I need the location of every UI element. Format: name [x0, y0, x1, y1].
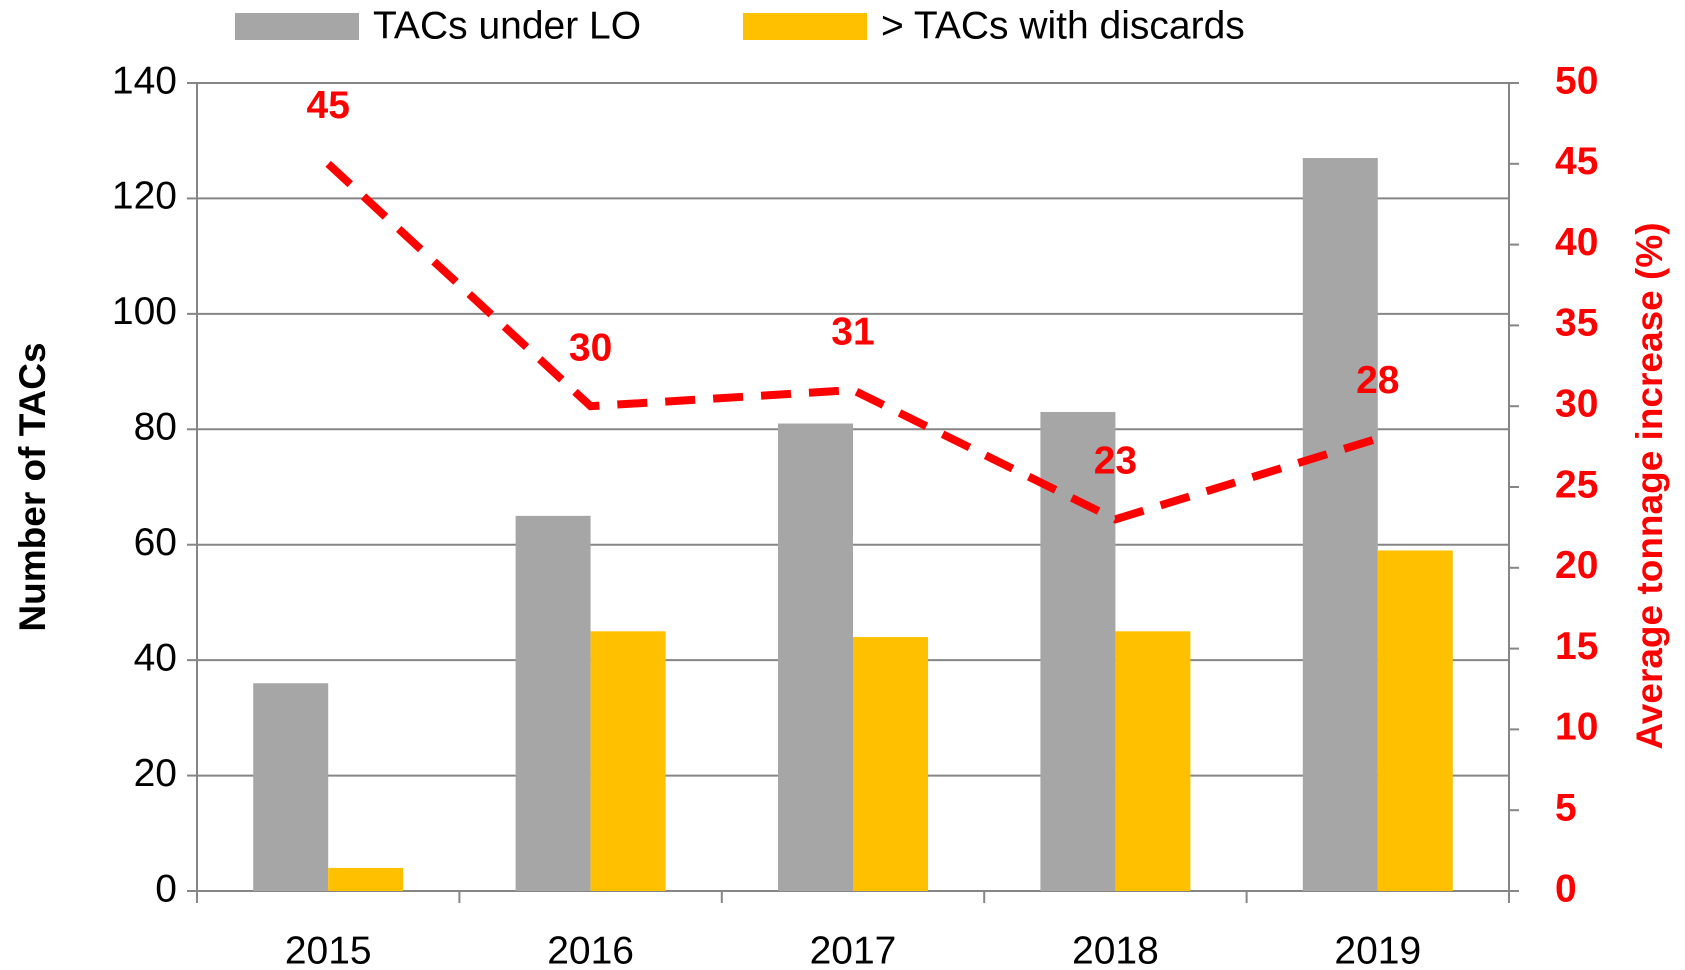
y2-tick-label: 40: [1555, 221, 1598, 264]
y2-tick-label: 35: [1555, 302, 1598, 345]
x-tick-label: 2019: [1334, 929, 1421, 970]
data-label: 28: [1356, 359, 1399, 402]
y-tick-label: 100: [112, 290, 177, 333]
y-tick-label: 60: [134, 521, 177, 564]
data-label: 31: [831, 310, 874, 353]
y-tick-label: 120: [112, 175, 177, 218]
y2-tick-label: 50: [1555, 59, 1598, 102]
y-tick-label: 140: [112, 59, 177, 102]
y2-tick-label: 10: [1555, 706, 1598, 749]
y2-tick-label: 45: [1555, 140, 1598, 183]
bar: [515, 515, 591, 891]
bar: [1377, 550, 1453, 891]
y2-tick-label: 25: [1555, 463, 1598, 506]
y2-tick-label: 20: [1555, 544, 1598, 587]
legend-label: TACs under LO: [373, 4, 641, 47]
y2-axis-title: Average tonnage increase (%): [1629, 222, 1670, 749]
bar: [1115, 631, 1191, 891]
bar: [853, 637, 928, 891]
y2-tick-label: 5: [1555, 786, 1577, 829]
x-tick-label: 2018: [1072, 929, 1159, 970]
bar: [778, 423, 853, 891]
x-tick-label: 2016: [547, 929, 634, 970]
legend-label: > TACs with discards: [881, 4, 1245, 47]
legend-swatch: [235, 13, 359, 40]
y-tick-label: 40: [134, 636, 177, 679]
y-tick-label: 80: [134, 406, 177, 449]
data-label: 30: [569, 326, 612, 369]
y-tick-label: 20: [134, 752, 177, 795]
bar: [253, 683, 329, 891]
x-tick-label: 2015: [285, 929, 372, 970]
y2-tick-label: 15: [1555, 625, 1598, 668]
y2-tick-label: 0: [1555, 867, 1577, 910]
y2-tick-label: 30: [1555, 382, 1598, 425]
x-tick-label: 2017: [810, 929, 897, 970]
data-label: 23: [1094, 440, 1137, 483]
bar: [590, 631, 666, 891]
data-label: 45: [307, 84, 350, 127]
legend-swatch: [743, 13, 867, 40]
bar: [1302, 158, 1378, 891]
bar: [328, 867, 404, 891]
y-axis-title: Number of TACs: [12, 342, 53, 631]
y-tick-label: 0: [155, 867, 177, 910]
